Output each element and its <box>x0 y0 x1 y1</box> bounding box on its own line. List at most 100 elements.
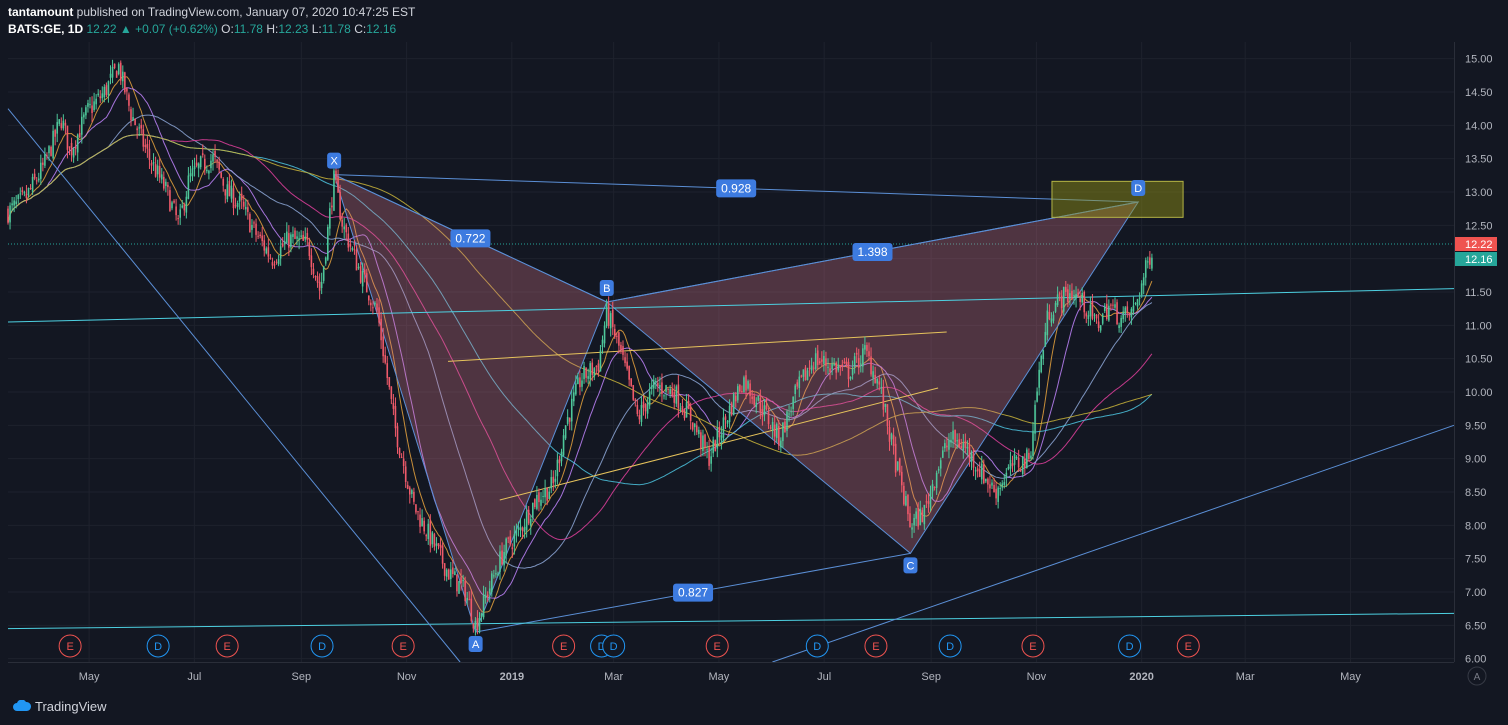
trendline[interactable] <box>7 108 461 663</box>
trendline[interactable] <box>772 424 1455 663</box>
earnings-marker[interactable]: E <box>552 634 576 658</box>
candle-body <box>54 130 56 137</box>
point-label: X <box>330 156 338 168</box>
candle-body <box>743 377 745 392</box>
earnings-marker[interactable]: E <box>1176 634 1200 658</box>
earnings-marker[interactable]: E <box>864 634 888 658</box>
ratio-badge <box>450 229 491 248</box>
candles <box>7 59 1153 636</box>
candle-body <box>480 613 483 617</box>
candle-body <box>52 130 54 159</box>
candle-body <box>841 364 844 366</box>
time-tick-label: Sep <box>292 671 312 683</box>
candle-body <box>773 424 776 437</box>
candle-body <box>7 208 9 223</box>
dividend-marker[interactable]: D <box>146 634 170 658</box>
candle-body <box>868 351 870 357</box>
candle-body <box>905 496 907 506</box>
candle-body <box>257 235 259 237</box>
candle-body <box>720 435 723 441</box>
candle-body <box>769 427 772 429</box>
candle-body <box>609 313 612 329</box>
low-label: L: <box>311 22 322 36</box>
earnings-marker[interactable]: E <box>391 634 415 658</box>
candle-body <box>376 303 378 311</box>
candle-body <box>462 579 464 582</box>
tradingview-logo[interactable]: TradingView <box>12 699 107 715</box>
candle-body <box>324 257 327 264</box>
candle-body <box>37 178 40 181</box>
marker-letter: D <box>1126 641 1134 653</box>
candle-body <box>144 144 147 148</box>
trendline[interactable] <box>7 288 1455 323</box>
candle-body <box>724 416 727 420</box>
candle-body <box>333 170 335 211</box>
candle-body <box>271 262 274 266</box>
candle-body <box>337 176 339 193</box>
candle-body <box>603 325 606 344</box>
candle-body <box>363 269 366 275</box>
marker-circle <box>1118 634 1142 658</box>
brand-name: TradingView <box>35 699 107 714</box>
time-axis[interactable]: May Jul Sep Nov 2019 Mar May Jul Sep Nov 2020 Mar Ma… <box>79 671 1362 683</box>
price-tick-label: 9.00 <box>1465 454 1486 466</box>
dividend-marker[interactable]: D <box>310 634 334 658</box>
marker-circle <box>310 634 334 658</box>
candle-body <box>212 154 214 162</box>
dividend-marker[interactable]: D <box>938 634 962 658</box>
dividend-marker[interactable]: D <box>805 634 829 658</box>
candle-body <box>866 345 868 351</box>
candle-body <box>540 499 542 506</box>
candle-body <box>1024 458 1026 468</box>
candle-body <box>1130 308 1133 318</box>
candle-body <box>958 439 960 448</box>
candle-body <box>933 486 936 488</box>
candle-body <box>1126 306 1129 314</box>
dividend-marker[interactable]: D <box>1118 634 1142 658</box>
earnings-marker[interactable]: E <box>58 634 82 658</box>
candle-body <box>460 577 462 584</box>
candle-body <box>199 156 202 168</box>
candle-body <box>611 309 614 327</box>
earnings-marker[interactable]: E <box>1021 634 1045 658</box>
dividend-marker[interactable]: D <box>602 634 626 658</box>
marker-letter: E <box>1029 641 1036 653</box>
candle-body <box>423 520 425 532</box>
candle-body <box>374 302 376 305</box>
time-tick-label: Mar <box>1236 671 1255 683</box>
candle-body <box>259 234 261 237</box>
price-tick-label: 8.50 <box>1465 487 1486 499</box>
trendline[interactable] <box>447 331 947 362</box>
candle-body <box>370 302 372 306</box>
candle-body <box>314 275 317 278</box>
candle-body <box>154 164 157 177</box>
candle-body <box>747 381 749 389</box>
candle-body <box>19 193 22 195</box>
candle-body <box>708 447 710 466</box>
price-tick-label: 7.50 <box>1465 554 1486 566</box>
high-value: 12.23 <box>278 22 309 36</box>
auto-scale-button[interactable]: A <box>1467 666 1487 686</box>
candle-body <box>484 595 487 598</box>
symbol-label[interactable]: BATS:GE, 1D <box>8 22 84 36</box>
earnings-marker[interactable]: E <box>215 634 239 658</box>
point-label: B <box>603 283 610 295</box>
author-name[interactable]: tantamount <box>8 5 74 19</box>
candle-body <box>304 236 307 240</box>
candle-body <box>804 367 807 381</box>
marker-circle <box>864 634 888 658</box>
candle-body <box>56 122 58 134</box>
candle-body <box>687 400 690 410</box>
candle-body <box>925 501 928 503</box>
candle-body <box>1065 286 1067 292</box>
candle-body <box>1062 286 1065 312</box>
candle-body <box>384 355 386 363</box>
earnings-marker[interactable]: E <box>705 634 729 658</box>
moving-average-line <box>7 134 1153 541</box>
candle-body <box>486 594 489 598</box>
target-zone[interactable] <box>1051 180 1184 218</box>
trendline[interactable] <box>7 612 1455 630</box>
candle-body <box>236 202 239 208</box>
